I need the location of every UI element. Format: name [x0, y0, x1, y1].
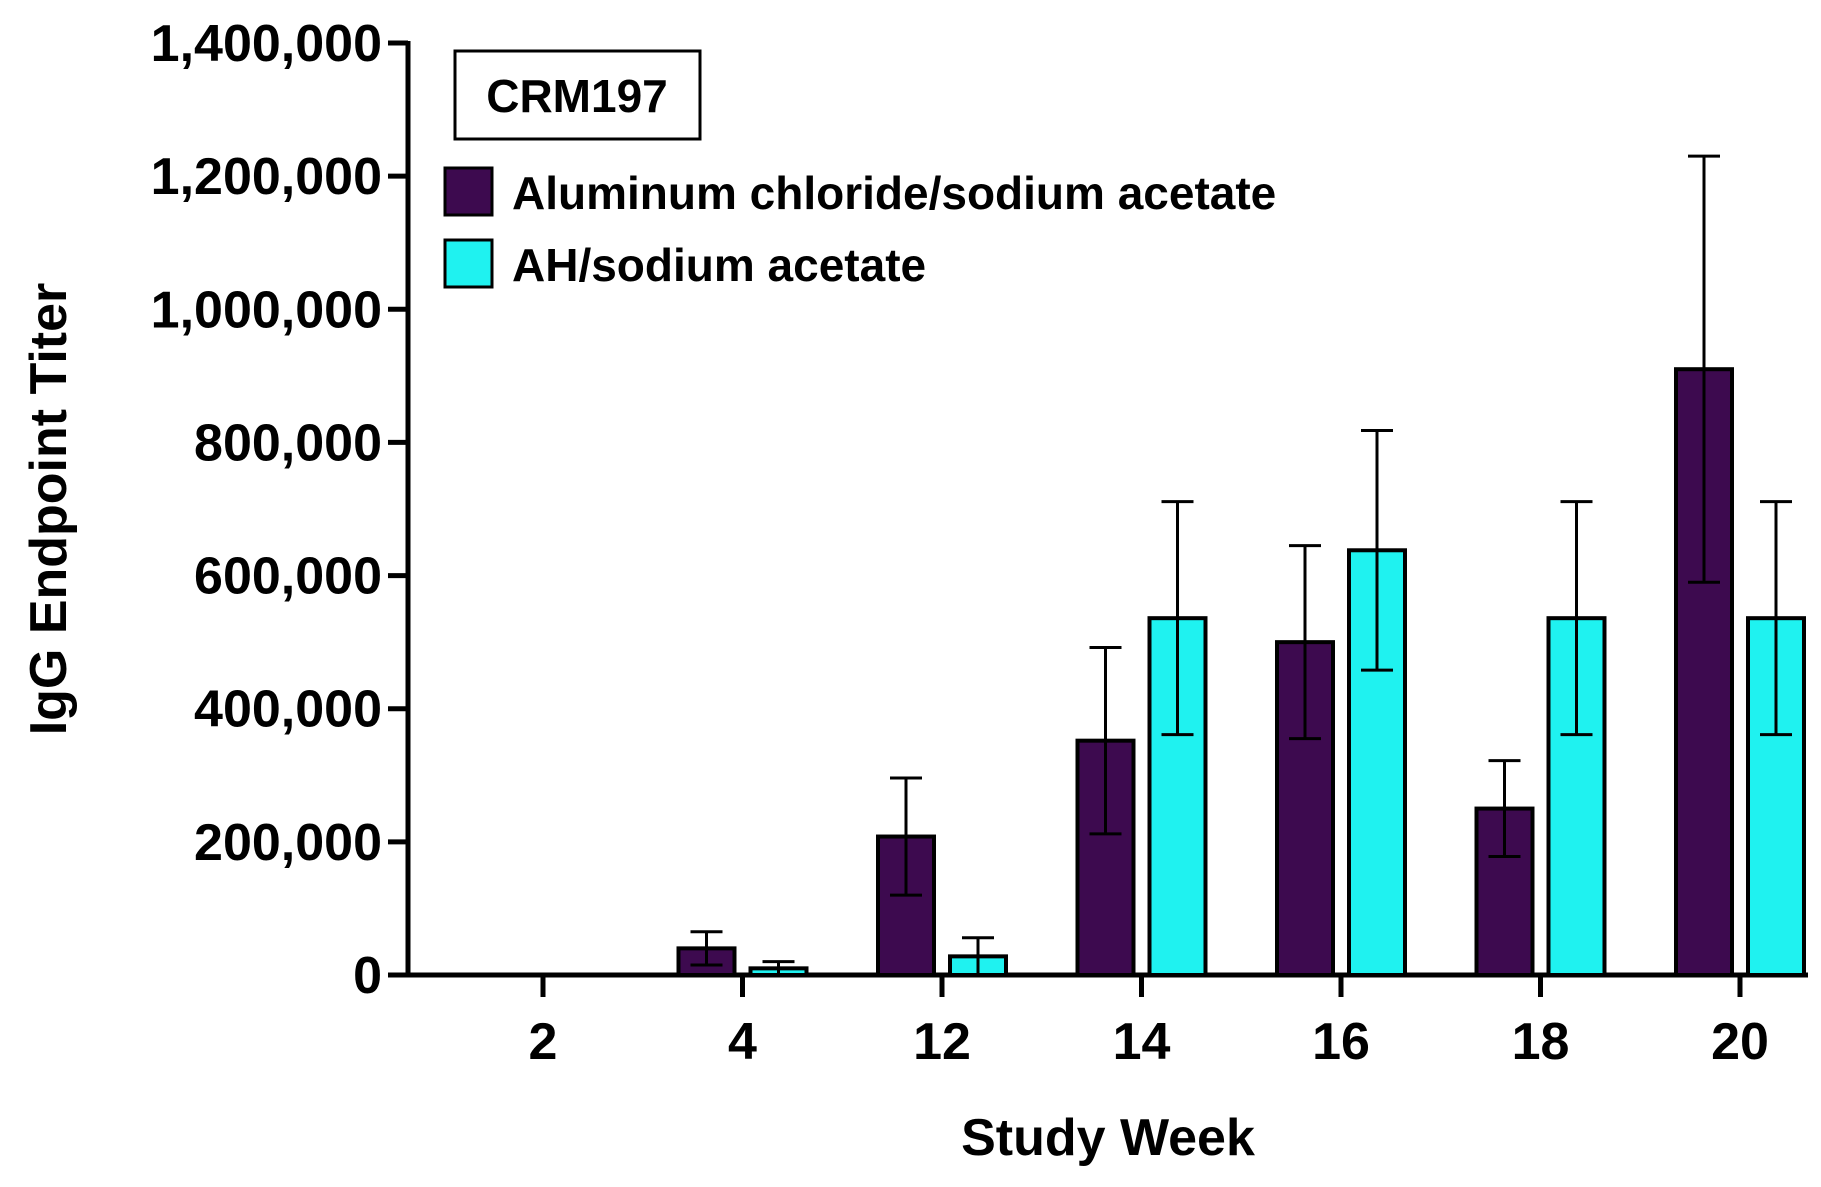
y-tick-label: 1,400,000	[151, 15, 382, 73]
error-bars	[690, 154, 1792, 977]
y-tick-label: 200,000	[194, 814, 382, 872]
bar-aluminum-chloride	[1474, 806, 1535, 977]
legend-swatch-ah-sodium-acetate	[443, 238, 494, 289]
y-tick-label: 1,000,000	[151, 281, 382, 339]
x-tick-label: 20	[1711, 1013, 1769, 1071]
y-tick-label: 1,200,000	[151, 148, 382, 206]
x-tick-label: 18	[1512, 1013, 1570, 1071]
legend-item-ah-sodium-acetate: AH/sodium acetate	[443, 238, 926, 291]
y-axis-title: IgG Endpoint Titer	[20, 283, 78, 736]
x-axis-title: Study Week	[961, 1109, 1255, 1167]
x-tick-label: 4	[728, 1013, 757, 1071]
chart-title-box: CRM197	[453, 49, 702, 141]
legend-item-aluminum-chloride: Aluminum chloride/sodium acetate	[443, 166, 1276, 219]
x-tick-label: 12	[913, 1013, 971, 1071]
x-tick-label: 2	[529, 1013, 558, 1071]
axes: 0 200,000 400,000 600,000 800,000 1,000,000 1,…	[151, 15, 1808, 1071]
legend-label-aluminum-chloride: Aluminum chloride/sodium acetate	[512, 167, 1276, 219]
legend-swatch-aluminum-chloride	[443, 166, 494, 217]
y-tick-label: 0	[353, 947, 382, 1005]
legend-label-ah-sodium-acetate: AH/sodium acetate	[512, 239, 926, 291]
legend: Aluminum chloride/sodium acetate AH/sodi…	[443, 166, 1276, 291]
y-tick-label: 800,000	[194, 414, 382, 472]
chart-title: CRM197	[486, 70, 668, 122]
bars	[676, 367, 1806, 978]
bar-aluminum-chloride	[1275, 640, 1335, 978]
y-tick-label: 600,000	[194, 548, 382, 606]
x-tick-label: 16	[1312, 1013, 1370, 1071]
y-tick-label: 400,000	[194, 681, 382, 739]
x-tick-label: 14	[1113, 1013, 1171, 1071]
